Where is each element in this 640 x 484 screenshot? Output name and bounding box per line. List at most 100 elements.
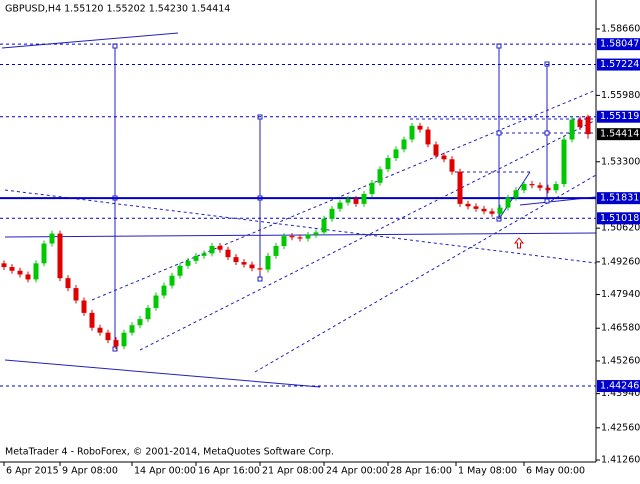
candle-body [185,260,191,266]
candle-body [401,139,407,150]
x-tick-label: 9 Apr 08:00 [62,466,118,477]
candle-body [337,202,343,209]
candle-body [137,319,143,326]
candle-body [65,278,71,289]
candle-body [297,237,303,239]
x-tick-label: 6 Apr 2015 [6,466,59,477]
level-label: 1.57224 [600,59,639,70]
candle-body [145,307,151,320]
candle-body [385,158,391,170]
chart-title: GBPUSD,H4 1.55120 1.55202 1.54230 1.5441… [5,4,230,15]
candle-body [409,125,415,140]
current-price-box [597,128,640,141]
candle-body [345,198,351,203]
candle-body [361,193,367,204]
candle-body [209,245,215,254]
candle-body [585,116,591,135]
candle-body [449,159,455,172]
level-label-box [597,380,640,393]
candle-body [289,236,295,238]
x-tick-label: 14 Apr 00:00 [134,466,196,477]
candle-body [321,218,327,233]
candle-body [505,197,511,208]
level-label-box [597,58,640,71]
candle-body [241,262,247,265]
candle-body [161,285,167,296]
candle-body [577,119,583,128]
candle-body [465,203,471,207]
candle-body [193,255,199,261]
candle-body [217,245,223,250]
candle-body [305,234,311,239]
candle-body [497,207,503,214]
candle-body [521,184,527,191]
candle-body [25,274,31,280]
candle-body [441,155,447,160]
candle-body [329,208,335,219]
level-label-box [597,110,640,123]
level-label: 1.51831 [600,193,639,204]
candle-body [393,149,399,159]
candle-body [377,169,383,183]
x-tick-label: 16 Apr 16:00 [198,466,260,477]
candle-body [553,184,559,191]
candle-body [169,275,175,286]
candle-body [425,129,431,145]
y-tick-label: 1.50620 [601,223,640,234]
candle-body [225,249,231,258]
candle-body [97,327,103,333]
candle-body [513,190,519,198]
candle-body [81,300,87,313]
candle-body [529,184,535,186]
candle-body [561,139,567,185]
y-tick-label: 1.47940 [601,289,640,300]
y-tick-label: 1.49260 [601,256,640,267]
level-label: 1.44246 [600,381,639,392]
y-tick-label: 1.41260 [601,455,640,466]
candle-body [281,236,287,246]
candle-body [257,268,263,270]
y-tick-label: 1.55980 [601,90,640,101]
y-tick-label: 1.53300 [601,156,640,167]
level-label-box [597,212,640,225]
candle-body [201,253,207,256]
candle-body [489,211,495,214]
candle-body [9,267,15,271]
candle-body [249,264,255,269]
candle-body [57,233,63,279]
candle-body [273,245,279,256]
candle-body [49,233,55,244]
candle-body [17,270,23,275]
candle-body [473,206,479,209]
y-tick-label: 1.45260 [601,355,640,366]
candle-body [433,144,439,156]
y-tick-label: 1.43940 [601,388,640,399]
level-label-box [597,38,640,51]
y-tick-label: 1.58660 [601,23,640,34]
level-label-box [597,192,640,205]
candle-body [457,171,463,204]
candle-body [233,257,239,263]
candle-body [113,340,119,347]
y-tick-label: 1.42560 [601,422,640,433]
y-tick-label: 1.46580 [601,323,640,334]
candle-body [177,265,183,276]
x-tick-label: 24 Apr 00:00 [326,466,388,477]
footer: MetaTrader 4 - RoboForex, © 2001-2014, M… [5,447,334,458]
candle-body [1,263,7,268]
x-tick-label: 1 May 08:00 [458,466,517,477]
candle-body [33,263,39,280]
x-tick-label: 6 May 00:00 [526,466,585,477]
x-tick-label: 21 Apr 08:00 [262,466,324,477]
candle-body [41,243,47,264]
x-tick-label: 28 Apr 16:00 [390,466,452,477]
candle-body [537,185,543,188]
candle-body [265,255,271,270]
candle-body [105,332,111,341]
candle-body [569,119,575,140]
candle-body [545,187,551,191]
candle-body [313,232,319,235]
candle-body [89,312,95,328]
